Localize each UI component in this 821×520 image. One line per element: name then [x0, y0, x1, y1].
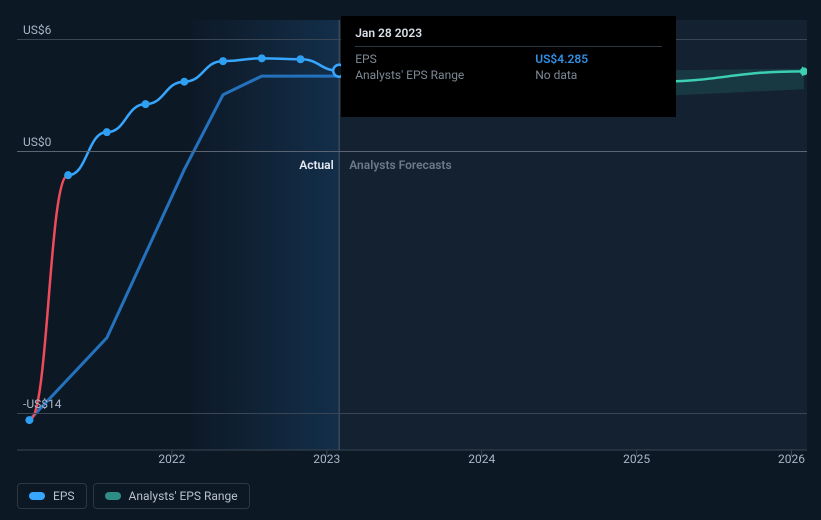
y-axis-label: US$6 — [23, 23, 51, 37]
x-axis-label: 2024 — [468, 452, 495, 466]
eps-chart[interactable]: US$6 US$0 -US$14 2022 2023 2024 2025 2026 Actu… — [17, 10, 807, 470]
x-axis-label: 2022 — [158, 452, 185, 466]
legend-label: Analysts' EPS Range — [129, 489, 238, 503]
chart-legend: EPS Analysts' EPS Range — [17, 483, 250, 509]
legend-swatch-icon — [29, 492, 45, 500]
x-axis-label: 2023 — [313, 452, 340, 466]
legend-label: EPS — [53, 489, 75, 503]
tooltip-row: Analysts' EPS RangeNo data — [355, 67, 662, 83]
forecast-region-label: Analysts Forecasts — [349, 158, 451, 172]
legend-item-eps[interactable]: EPS — [17, 483, 87, 509]
y-axis-label: US$0 — [23, 135, 51, 149]
chart-tooltip: Jan 28 2023 EPSUS$4.285Analysts' EPS Ran… — [341, 16, 676, 117]
actual-region-label: Actual — [299, 158, 334, 172]
y-axis-label: -US$14 — [23, 397, 61, 411]
tooltip-row: EPSUS$4.285 — [355, 51, 662, 67]
legend-swatch-icon — [105, 492, 121, 500]
legend-item-range[interactable]: Analysts' EPS Range — [93, 483, 250, 509]
tooltip-date: Jan 28 2023 — [355, 26, 662, 47]
x-axis-label: 2025 — [623, 452, 650, 466]
x-axis-label: 2026 — [778, 452, 805, 466]
